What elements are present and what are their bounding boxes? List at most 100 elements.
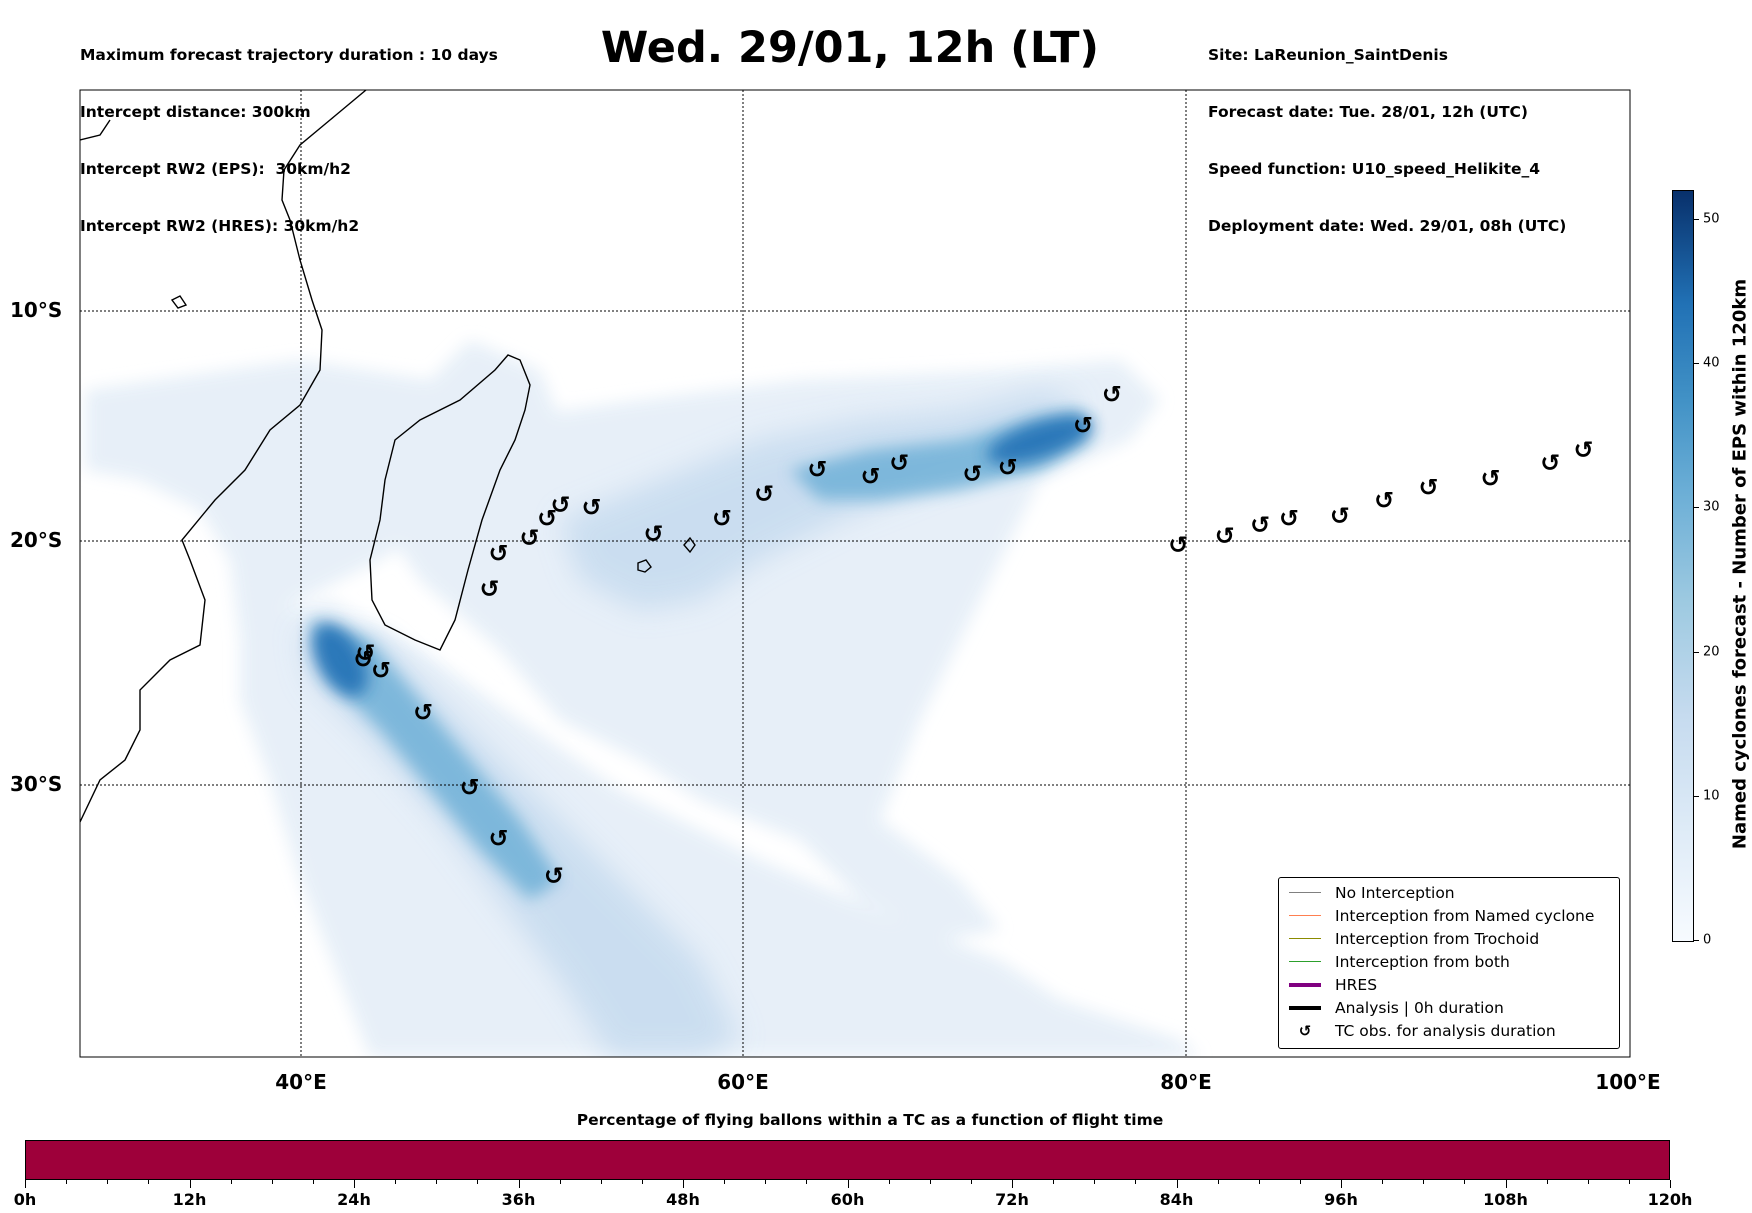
page-title: Wed. 29/01, 12h (LT) [600,23,1100,73]
tc-observation-marker: ↺ [356,639,376,667]
tc-observation-markers: ↺↺↺↺↺↺↺↺↺↺↺↺ ↺↺↺↺↺ ↺ ↺ ↺ ↺↺↺↺ ↺ ↺ ↺ ↺↺ ↺ ↺↺ ↺ [353,381,1593,890]
header-left-line: Maximum forecast trajectory duration : 1… [80,46,498,64]
flight-bar-tick [1546,1180,1548,1184]
map-frame [79,89,1631,1058]
flight-bar-tick-label: 108h [1483,1190,1528,1209]
flight-bar-tick-label: 24h [337,1190,371,1209]
lat-label: 20°S [10,528,63,552]
flight-bar-tick [1053,1180,1055,1184]
flight-bar-tick [806,1180,808,1184]
coastline-africa [80,90,367,823]
lon-label: 40°E [275,1070,327,1094]
tc-observation-marker: ↺ [581,493,601,521]
legend-label: HRES [1335,975,1378,994]
tc-observation-marker: ↺ [712,504,732,532]
legend-label: Analysis | 0h duration [1335,998,1504,1017]
legend-item-hres: HRES [1279,973,1377,996]
legend-label: TC obs. for analysis duration [1335,1021,1556,1040]
flight-bar-tick [1587,1180,1589,1184]
density-outer-south [240,600,1200,1057]
flight-bar-tick-label: 96h [1324,1190,1358,1209]
colorbar-tick [1694,218,1699,220]
flight-bar-tick [436,1180,438,1184]
tc-observation-marker: ↺ [889,449,909,477]
coastline-mauritius [683,536,696,554]
header-right-line: Speed function: U10_speed_Helikite_4 [1208,160,1541,178]
tc-observation-marker: ↺ [1330,502,1350,530]
flight-bar-tick [189,1180,191,1188]
density-outer-central [310,360,1160,940]
flight-bar-tick [683,1180,684,1188]
flight-bar-tick-label: 12h [172,1190,207,1209]
legend-label: No Interception [1335,883,1455,902]
tc-observation-marker: ↺ [550,491,570,519]
header-right-line: Forecast date: Tue. 28/01, 12h (UTC) [1208,103,1529,121]
flight-bar-tick-label: 84h [1159,1190,1194,1209]
flight-bar-tick [395,1180,397,1184]
density-strong-south [310,620,560,900]
flight-bar-tick [518,1180,520,1188]
tc-observation-marker: ↺ [962,460,982,488]
tc-observation-marker: ↺ [537,504,557,532]
flight-bar-tick [724,1180,726,1184]
flight-bar-tick [1012,1180,1013,1188]
colorbar-tick-label: 0 [1703,932,1712,948]
flight-bar-tick [970,1180,972,1184]
colorbar-tick-label: 40 [1703,355,1720,371]
flight-bar-tick [888,1180,890,1184]
legend-line-swatch [1289,1005,1321,1010]
flight-bar-tick-label: 48h [666,1190,700,1209]
flight-bar-tick [600,1180,602,1184]
colorbar-tick-label: 50 [1703,211,1720,227]
tc-observation-marker: ↺ [1374,487,1394,515]
flight-bar-tick [1505,1180,1507,1188]
tc-observation-marker: ↺ [643,520,663,548]
flight-bar-tick-label: 36h [501,1190,536,1209]
density-field: ↺↺↺↺↺↺↺↺↺↺↺↺ ↺↺↺↺↺ ↺ ↺ ↺ ↺↺↺↺ ↺ ↺ ↺ ↺↺ ↺ ↺↺ ↺ [80,90,1630,1057]
tc-observation-marker: ↺ [544,862,564,890]
flight-bar-tick [1299,1180,1301,1184]
legend-item-tc-obs: ↺ TC obs. for analysis duration [1279,1019,1556,1042]
tc-observation-marker: ↺ [1480,465,1500,493]
flight-bar-tick [1176,1180,1178,1188]
map-legend: No Interception Interception from Named … [1278,877,1620,1049]
tc-observation-marker: ↺ [1279,504,1299,532]
flight-bar-tick [559,1180,561,1184]
tc-observation-marker: ↺ [1540,449,1560,477]
flight-bar-tick [312,1180,314,1184]
flight-bar-tick [148,1180,150,1184]
coastline-seychelles [170,295,188,309]
flight-bar-tick [477,1180,479,1184]
colorbar-title: Named cyclones forecast - Number of EPS … [1729,278,1751,850]
colorbar-tick [1694,363,1699,365]
flight-bar-tick [765,1180,767,1184]
header-right-info: Site: LaReunion_SaintDenis Forecast date… [1208,8,1566,255]
lat-label: 10°S [10,298,63,322]
colorbar-tick [1694,795,1699,797]
legend-label: Interception from Trochoid [1335,929,1540,948]
flight-bar-tick [1094,1180,1096,1184]
flight-bar-tick [1464,1180,1466,1184]
flight-bar-tick [1217,1180,1219,1184]
flight-bar-tick [1423,1180,1425,1184]
flight-bar-tick [1382,1180,1384,1184]
coastline-reunion [637,559,652,573]
tc-observation-marker: ↺ [371,657,391,685]
tc-observation-marker: ↺ [460,774,480,802]
flight-bar-tick [641,1180,643,1184]
flight-bar-tick [1258,1180,1260,1184]
legend-item-no-interception: No Interception [1279,881,1455,904]
flight-bar-tick-label: 72h [995,1190,1029,1209]
flight-bar-tick [929,1180,931,1184]
legend-line-swatch [1289,892,1321,893]
tc-observation-marker: ↺ [807,456,827,484]
tc-observation-marker: ↺ [860,462,880,490]
lon-label: 100°E [1595,1070,1661,1094]
tc-observation-marker: ↺ [1073,412,1093,440]
flight-bar-tick [1341,1180,1342,1188]
header-right-line: Deployment date: Wed. 29/01, 08h (UTC) [1208,217,1567,235]
density-core-south [312,623,368,697]
flight-bar-tick [354,1180,355,1188]
flight-bar-tick [1670,1180,1671,1188]
